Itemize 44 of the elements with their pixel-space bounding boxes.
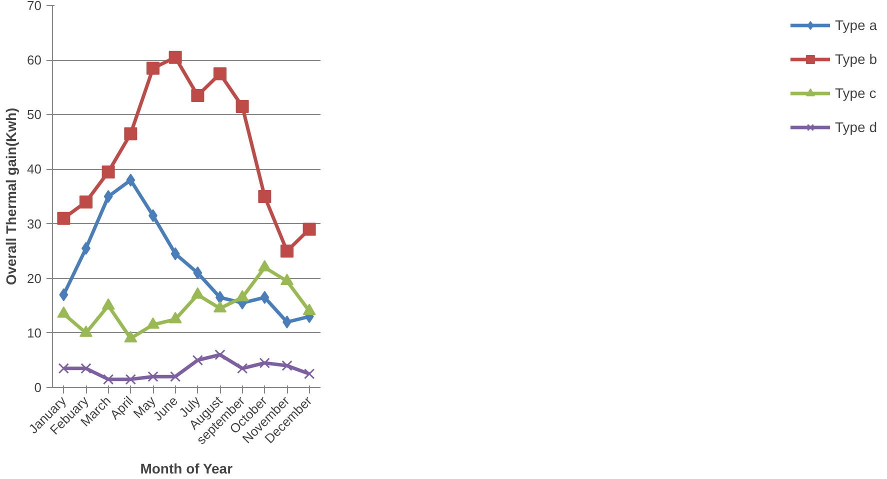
y-tick-label: 70 [27, 0, 42, 13]
y-axis-title: Overall Thermal gain(Kwh) [3, 108, 20, 286]
point [80, 363, 92, 374]
point [59, 288, 68, 302]
y-tick-label: 50 [27, 107, 42, 122]
point [259, 358, 270, 368]
point [58, 363, 70, 374]
point [80, 195, 92, 208]
y-tick-label: 40 [27, 162, 42, 177]
point [57, 212, 70, 225]
point [146, 62, 160, 75]
point [236, 363, 248, 374]
legend-label: Type d [834, 119, 877, 135]
y-tick-label: 60 [27, 52, 42, 68]
legend-label: Type c [834, 85, 876, 101]
point [102, 374, 114, 385]
point [170, 247, 180, 260]
point [260, 290, 270, 304]
point [170, 371, 181, 382]
point [302, 222, 316, 236]
point [125, 374, 136, 385]
point [102, 165, 115, 178]
x-axis-title: Month of Year [140, 460, 234, 477]
point [214, 349, 226, 360]
y-tick-label: 10 [27, 325, 42, 340]
point [280, 244, 294, 258]
point [193, 266, 202, 280]
point [214, 67, 226, 80]
point [168, 50, 182, 64]
point [236, 100, 249, 113]
point [304, 368, 315, 380]
point [282, 360, 292, 372]
point [258, 190, 272, 203]
legend-label: Type b [834, 51, 877, 67]
y-tick-label: 20 [27, 270, 42, 286]
point [126, 174, 136, 187]
point [191, 89, 204, 102]
y-tick-label: 0 [34, 380, 42, 395]
point [148, 371, 158, 382]
point [124, 127, 138, 140]
point [104, 190, 113, 203]
point [192, 354, 204, 366]
y-tick-label: 30 [27, 216, 42, 232]
legend-label: Type a [834, 17, 877, 33]
